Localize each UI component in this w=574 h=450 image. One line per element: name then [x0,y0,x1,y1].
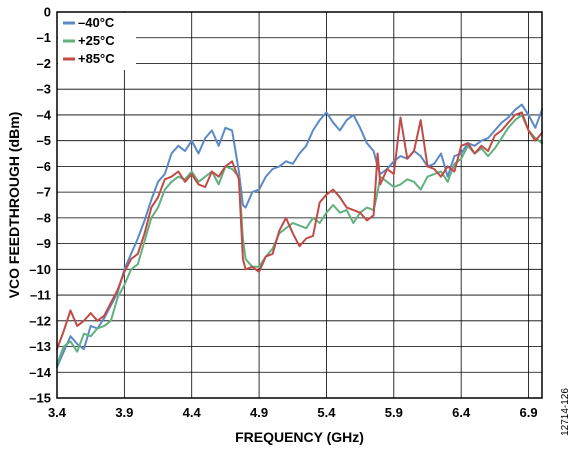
series-line [56,111,543,351]
legend-label: –40°C [78,15,115,30]
y-tick-label: –10 [29,262,51,277]
x-tick-label: 4.4 [183,405,202,420]
x-tick-label: 6.9 [519,405,537,420]
y-tick-label: –13 [29,339,51,354]
y-tick-label: –9 [37,236,51,251]
figure-id: 12714-126 [560,388,571,436]
x-tick-label: 5.4 [317,405,336,420]
x-tick-label: 5.9 [385,405,403,420]
y-tick-label: –7 [37,185,51,200]
y-tick-label: –14 [29,365,51,380]
y-tick-labels: 0 –1 –2 –3 –4 –5 –6 –7 –8 –9 –10 –11 –12 –13 –14 –15 [29,5,51,406]
x-tick-label: 6.4 [452,405,471,420]
grid-lines [56,11,542,399]
y-tick-label: –5 [37,133,51,148]
y-tick-label: –11 [30,288,51,303]
y-tick-label: –2 [37,56,51,71]
y-tick-label: –8 [37,210,51,225]
y-tick-label: –12 [29,313,51,328]
x-axis-title: FREQUENCY (GHz) [235,429,364,445]
x-tick-label: 4.9 [250,405,268,420]
y-axis-title: VCO FEEDTHROUGH (dBm) [6,112,22,299]
legend-label: +85°C [78,51,115,66]
x-tick-labels: 3.4 3.9 4.4 4.9 5.4 5.9 6.4 6.9 [48,405,538,420]
y-tick-label: –15 [29,391,51,406]
series-line [56,113,543,366]
legend: –40°C +25°C +85°C [58,13,136,70]
y-tick-label: –4 [37,107,52,122]
x-tick-label: 3.4 [48,405,67,420]
legend-label: +25°C [78,33,115,48]
series-lines [56,103,543,369]
y-tick-label: –3 [37,82,51,97]
y-tick-label: –1 [37,30,51,45]
x-tick-label: 3.9 [115,405,133,420]
y-tick-label: 0 [44,5,51,20]
plot-frame [56,11,543,399]
y-tick-label: –6 [37,159,51,174]
